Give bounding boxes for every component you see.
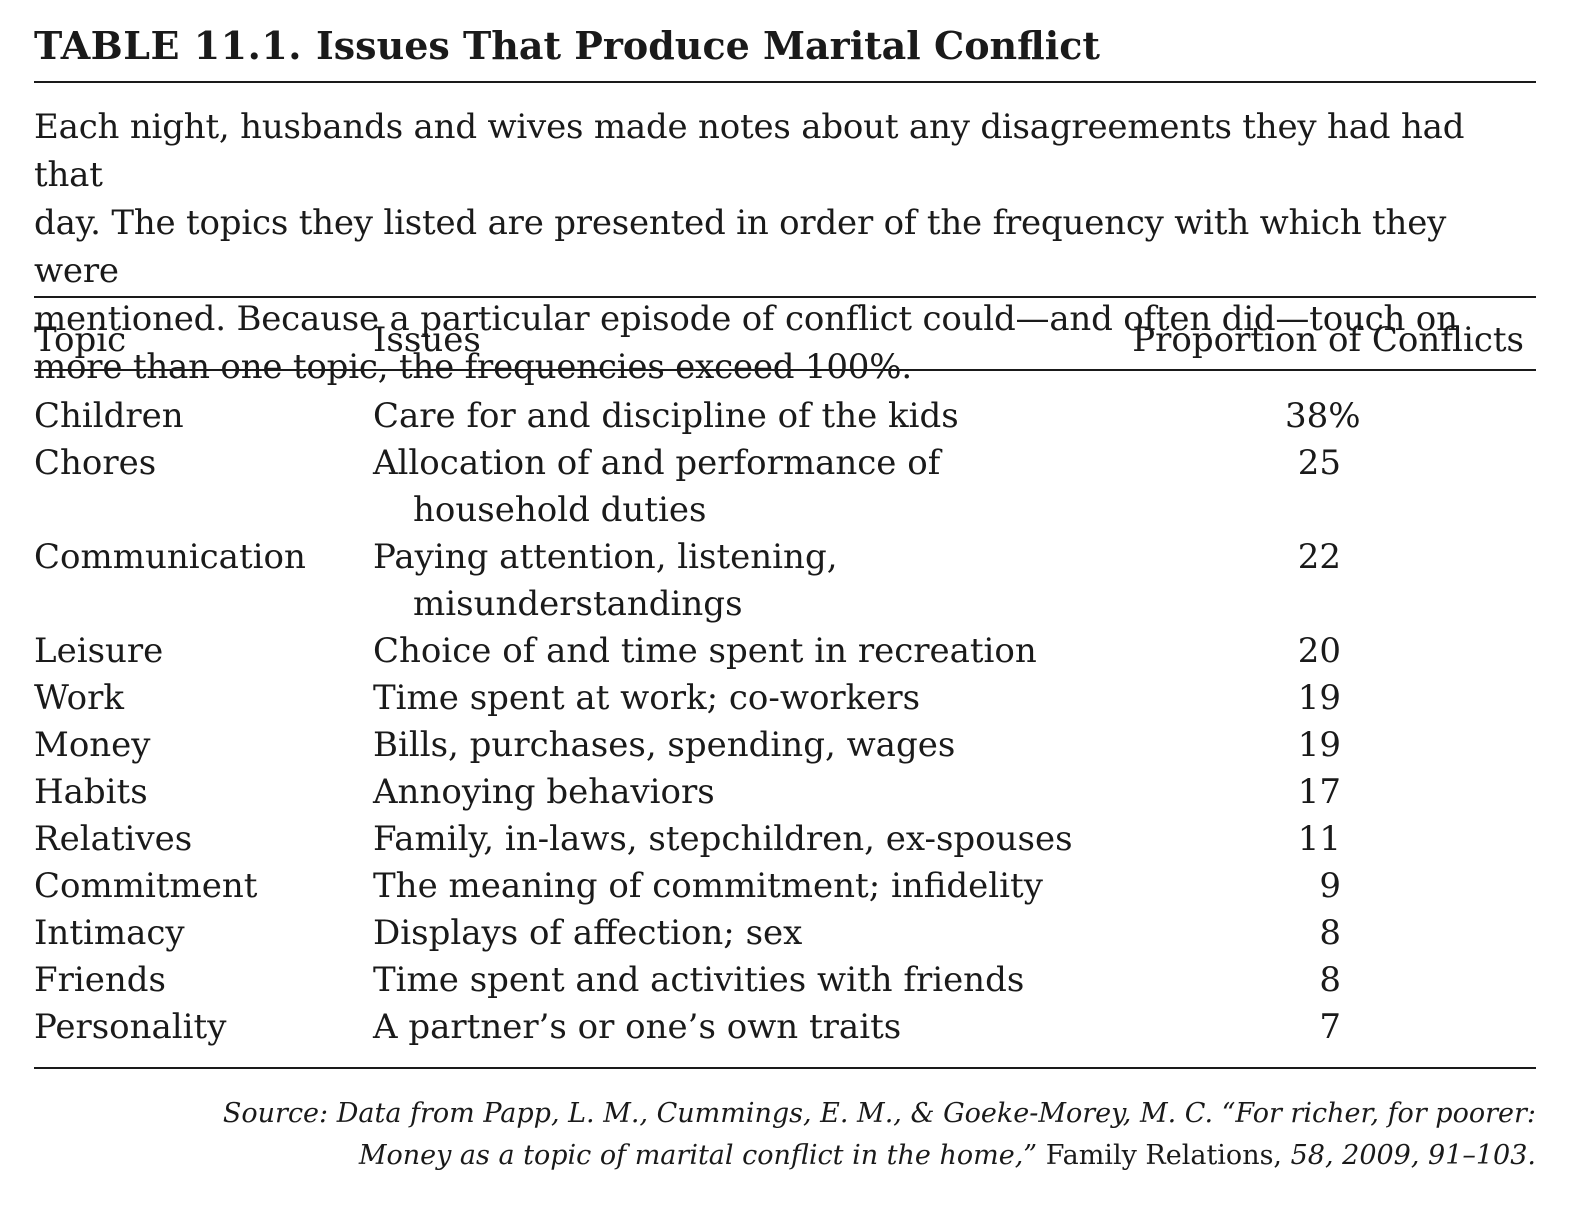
table-title: Issues That Produce Marital Conflict bbox=[316, 23, 1100, 68]
row-issue: Time spent at work; co-workers bbox=[373, 675, 1093, 722]
row-issue: Paying attention, listening, misunderstan… bbox=[373, 534, 1093, 628]
table-row: Commitment The meaning of commitment; inf… bbox=[0, 863, 1582, 910]
row-proportion: 25 bbox=[1297, 443, 1341, 483]
table-row: Personality A partner’s or one’s own trai… bbox=[0, 1004, 1582, 1051]
row-proportion: 11 bbox=[1297, 819, 1341, 859]
top-rule bbox=[34, 81, 1536, 83]
row-topic: Children bbox=[34, 396, 184, 436]
row-topic: Commitment bbox=[34, 866, 258, 906]
table-number: TABLE 11.1. bbox=[34, 23, 302, 68]
row-topic: Relatives bbox=[34, 819, 193, 859]
table-row: Friends Time spent and activities with fr… bbox=[0, 957, 1582, 1004]
caption-rule bbox=[34, 296, 1536, 298]
row-proportion: 7 bbox=[1319, 1007, 1341, 1047]
source-journal: Family Relations, bbox=[1045, 1140, 1283, 1171]
row-issue-text: Allocation of and performance of bbox=[373, 443, 941, 483]
bottom-rule bbox=[34, 1067, 1536, 1069]
row-topic: Chores bbox=[34, 443, 157, 483]
row-topic: Habits bbox=[34, 772, 148, 812]
row-issue-text: Annoying behaviors bbox=[373, 772, 715, 812]
row-topic: Communication bbox=[34, 537, 306, 577]
row-issue: Annoying behaviors bbox=[373, 769, 1093, 816]
table-row: Work Time spent at work; co-workers 19 bbox=[0, 675, 1582, 722]
row-topic: Money bbox=[34, 725, 151, 765]
row-proportion: 19 bbox=[1297, 725, 1341, 765]
table-row: Leisure Choice of and time spent in recre… bbox=[0, 628, 1582, 675]
row-proportion: 22 bbox=[1297, 537, 1341, 577]
row-issue-continuation: household duties bbox=[413, 490, 707, 530]
table-row: Intimacy Displays of affection; sex 8 bbox=[0, 910, 1582, 957]
row-proportion: 8 bbox=[1319, 960, 1341, 1000]
row-issue-continuation: misunderstandings bbox=[413, 584, 743, 624]
source-line-2: Money as a topic of marital conflict in … bbox=[358, 1140, 1038, 1171]
row-topic: Personality bbox=[34, 1007, 227, 1047]
source-citation: 58, 2009, 91–103. bbox=[1290, 1140, 1536, 1171]
header-rule bbox=[34, 369, 1536, 371]
row-topic: Work bbox=[34, 678, 124, 718]
row-issue-text: Time spent and activities with friends bbox=[373, 960, 1025, 1000]
table-title-line: TABLE 11.1. Issues That Produce Marital C… bbox=[34, 22, 1100, 70]
column-header-issues: Issues bbox=[373, 320, 481, 360]
row-proportion: 38% bbox=[1285, 396, 1361, 436]
row-issue-text: Paying attention, listening, bbox=[373, 537, 838, 577]
row-issue: Allocation of and performance of househol… bbox=[373, 440, 1093, 534]
table-row: Money Bills, purchases, spending, wages 19 bbox=[0, 722, 1582, 769]
row-issue-text: A partner’s or one’s own traits bbox=[373, 1007, 902, 1047]
row-topic: Leisure bbox=[34, 631, 164, 671]
table-row: Chores Allocation of and performance of ho… bbox=[0, 440, 1582, 534]
row-issue-text: Bills, purchases, spending, wages bbox=[373, 725, 956, 765]
row-issue: Bills, purchases, spending, wages bbox=[373, 722, 1093, 769]
row-issue: Time spent and activities with friends bbox=[373, 957, 1093, 1004]
table-row: Communication Paying attention, listening… bbox=[0, 534, 1582, 628]
row-proportion: 9 bbox=[1319, 866, 1341, 906]
row-topic: Friends bbox=[34, 960, 166, 1000]
row-issue-text: Family, in-laws, stepchildren, ex-spouse… bbox=[373, 819, 1073, 859]
row-issue-text: Displays of affection; sex bbox=[373, 913, 803, 953]
row-proportion: 20 bbox=[1297, 631, 1341, 671]
row-issue: The meaning of commitment; infidelity bbox=[373, 863, 1093, 910]
table-caption: Each night, husbands and wives made note… bbox=[34, 107, 1465, 387]
row-issue-text: Choice of and time spent in recreation bbox=[373, 631, 1037, 671]
row-issue: A partner’s or one’s own traits bbox=[373, 1004, 1093, 1051]
row-proportion: 17 bbox=[1297, 772, 1341, 812]
table-source: Source: Data from Papp, L. M., Cummings,… bbox=[136, 1093, 1536, 1177]
table-row: Relatives Family, in-laws, stepchildren, … bbox=[0, 816, 1582, 863]
row-issue: Family, in-laws, stepchildren, ex-spouse… bbox=[373, 816, 1093, 863]
row-issue: Displays of affection; sex bbox=[373, 910, 1093, 957]
row-proportion: 19 bbox=[1297, 678, 1341, 718]
table-row: Children Care for and discipline of the k… bbox=[0, 393, 1582, 440]
table-body: Children Care for and discipline of the k… bbox=[0, 393, 1582, 1051]
column-header-topic: Topic bbox=[34, 320, 127, 360]
row-topic: Intimacy bbox=[34, 913, 185, 953]
row-issue: Care for and discipline of the kids bbox=[373, 393, 1093, 440]
row-issue-text: Time spent at work; co-workers bbox=[373, 678, 921, 718]
row-issue-text: The meaning of commitment; infidelity bbox=[373, 866, 1043, 906]
row-issue-text: Care for and discipline of the kids bbox=[373, 396, 959, 436]
row-proportion: 8 bbox=[1319, 913, 1341, 953]
table-row: Habits Annoying behaviors 17 bbox=[0, 769, 1582, 816]
column-header-proportion: Proportion of Conflicts bbox=[1132, 320, 1524, 360]
source-line-1: Source: Data from Papp, L. M., Cummings,… bbox=[222, 1098, 1536, 1129]
row-issue: Choice of and time spent in recreation bbox=[373, 628, 1093, 675]
